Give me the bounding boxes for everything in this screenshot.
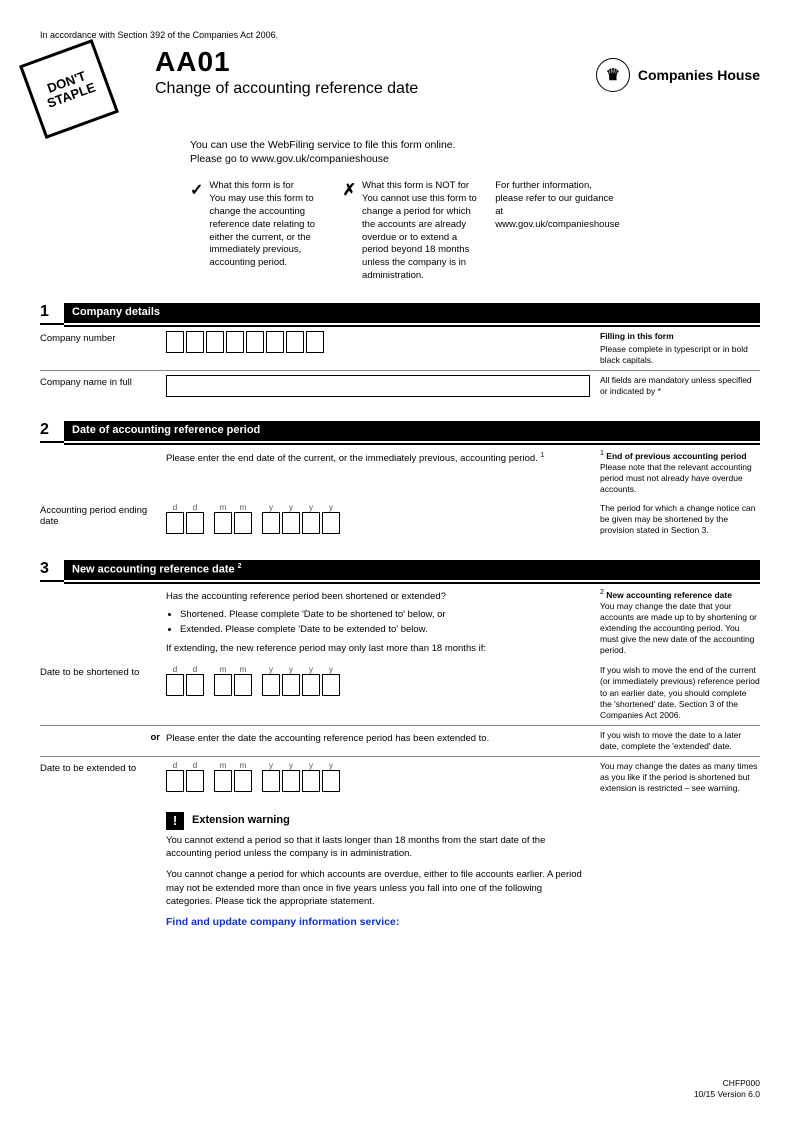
sec3-ext-note: If extending, the new reference period m… — [166, 642, 590, 655]
sec1-note-head: Filling in this form — [600, 331, 760, 342]
sec3-option-extended: Extended. Please complete 'Date to be ex… — [180, 624, 428, 635]
sec3-option-shortened: Shortened. Please complete 'Date to be s… — [180, 609, 446, 620]
or-label: or — [40, 726, 166, 756]
page-header: AA01 Change of accounting reference date… — [155, 46, 760, 98]
shortened-date-label: Date to be shortened to — [40, 661, 166, 724]
section-3: 3 New accounting reference date 2 — [40, 560, 760, 584]
section-2: 2 Date of accounting reference period — [40, 421, 760, 445]
dont-staple-stamp: DON'T STAPLE — [19, 39, 119, 139]
d-label: d — [186, 503, 204, 512]
period-end-label: Accounting period ending date — [40, 499, 166, 540]
agency-name: Companies House — [638, 67, 760, 83]
footer-version: 10/15 Version 6.0 — [694, 1089, 760, 1100]
service-link[interactable]: Find and update company information serv… — [166, 916, 590, 928]
section-1-number: 1 — [40, 303, 64, 325]
m-label: m — [234, 503, 252, 512]
warning-icon: ! — [166, 812, 184, 830]
intro-line-2: Please go to www.gov.uk/companieshouse — [190, 152, 620, 166]
company-name-field[interactable] — [166, 375, 590, 397]
sec2-note-1: Please note that the relevant accounting… — [600, 462, 760, 495]
sec2-note-head: End of previous accounting period — [606, 451, 746, 461]
sec3-note-head: New accounting reference date — [606, 590, 732, 600]
warning-para-2: You cannot change a period for which acc… — [166, 868, 590, 908]
section-3-number: 3 — [40, 560, 64, 582]
d-label: d — [166, 503, 184, 512]
sec3-intro: Has the accounting reference period been… — [166, 590, 590, 603]
section-2-title: Date of accounting reference period — [64, 421, 760, 441]
y-label: y — [282, 503, 300, 512]
footer-code: CHFP000 — [694, 1078, 760, 1089]
guidance-further-info: For further information, please refer to… — [495, 180, 620, 283]
extended-date[interactable]: dd mm yyyy — [166, 761, 590, 792]
company-number-boxes[interactable] — [166, 331, 590, 353]
company-name-label: Company name in full — [40, 371, 166, 401]
sec1-note-2: All fields are mandatory unless specifie… — [600, 375, 760, 397]
guidance-row: ✓ What this form is for You may use this… — [190, 180, 620, 283]
section-1-title: Company details — [64, 303, 760, 323]
shortened-date[interactable]: dd mm yyyy — [166, 665, 590, 696]
company-number-label: Company number — [40, 327, 166, 370]
sec3-note-2: If you wish to move the end of the curre… — [600, 665, 760, 720]
guidance-what-for: What this form is for You may use this f… — [209, 180, 328, 283]
sec2-sup: 1 — [540, 452, 544, 459]
tick-icon: ✓ — [190, 180, 203, 283]
period-end-date[interactable]: dd mm yyyy — [166, 503, 590, 534]
sec2-note-sup: 1 — [600, 450, 604, 457]
sec2-instruction: Please enter the end date of the current… — [166, 453, 540, 464]
section-2-number: 2 — [40, 421, 64, 443]
sec3-title-sup: 2 — [238, 563, 242, 570]
form-title: Change of accounting reference date — [155, 80, 596, 98]
sec3-note-sup: 2 — [600, 589, 604, 596]
warning-para-1: You cannot extend a period so that it la… — [166, 834, 590, 861]
sec3-note-3: If you wish to move the date to a later … — [600, 730, 760, 752]
sec1-note-1: Please complete in typescript or in bold… — [600, 344, 760, 366]
crown-crest-icon: ♛ — [596, 58, 630, 92]
sec3-note-4: You may change the dates as many times a… — [600, 761, 760, 794]
page-footer: CHFP000 10/15 Version 6.0 — [694, 1078, 760, 1100]
intro-line-1: You can use the WebFiling service to fil… — [190, 138, 620, 152]
extended-date-label: Date to be extended to — [40, 757, 166, 798]
extended-instruction: Please enter the date the accounting ref… — [166, 726, 590, 756]
cross-icon: ✗ — [343, 180, 356, 283]
section-3-title: New accounting reference date — [72, 564, 238, 576]
y-label: y — [262, 503, 280, 512]
sec3-note-1: You may change the date that your accoun… — [600, 601, 760, 656]
guidance-not-for: What this form is NOT for You cannot use… — [362, 180, 481, 283]
sec2-note-2: The period for which a change notice can… — [600, 503, 760, 536]
m-label: m — [214, 503, 232, 512]
section-1: 1 Company details — [40, 303, 760, 327]
form-code: AA01 — [155, 46, 596, 78]
act-reference: In accordance with Section 392 of the Co… — [40, 30, 760, 40]
y-label: y — [302, 503, 320, 512]
warning-title: Extension warning — [192, 812, 290, 830]
y-label: y — [322, 503, 340, 512]
